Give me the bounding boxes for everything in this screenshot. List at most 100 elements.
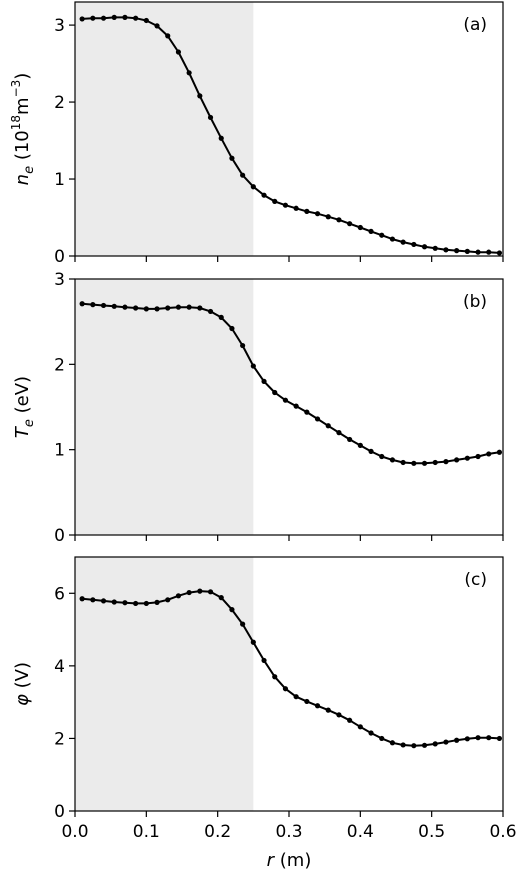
data-point [143, 17, 149, 24]
data-point [122, 14, 128, 20]
series-line [82, 16, 500, 254]
panel-tag: (c) [464, 570, 487, 590]
data-point [347, 221, 353, 227]
data-point [207, 114, 214, 121]
data-point [496, 449, 503, 455]
data-point [304, 698, 310, 705]
data-point [218, 135, 224, 141]
y-label-symbol: φ [12, 694, 33, 706]
data-point [432, 459, 438, 466]
data-point [79, 301, 85, 307]
y-label-unit: (10 [12, 130, 33, 166]
data-point [100, 598, 107, 604]
y-tick-label: 0 [54, 802, 65, 822]
shaded-region [75, 2, 254, 256]
data-point [464, 736, 470, 742]
data-point [165, 305, 171, 311]
y-tick-label: 1 [54, 170, 65, 190]
y-label-subscript: e [22, 166, 37, 174]
data-point [79, 16, 85, 22]
y-tick-label: 0 [54, 526, 65, 546]
x-tick-label: 0.3 [275, 822, 302, 842]
data-point [133, 600, 139, 607]
data-point [272, 674, 278, 680]
y-tick-label: 2 [54, 93, 65, 113]
y-label-unit: (eV) [12, 376, 33, 419]
data-point [389, 740, 396, 746]
y-axis-label: ne (1018m−3) [9, 73, 37, 186]
data-point [486, 735, 492, 741]
data-point [90, 15, 96, 21]
series-line [82, 302, 500, 465]
y-tick-label: 4 [54, 657, 65, 677]
data-point [475, 453, 481, 460]
data-point [496, 250, 503, 256]
data-point [379, 453, 385, 460]
data-point [154, 23, 160, 29]
data-point [250, 639, 256, 645]
data-point [261, 192, 267, 198]
data-point [282, 202, 289, 208]
y-tick-label: 6 [54, 584, 65, 604]
data-point [357, 724, 363, 730]
data-point [411, 241, 417, 248]
data-point [432, 741, 438, 747]
data-point [293, 694, 299, 700]
data-point [272, 389, 278, 396]
data-point [475, 735, 481, 741]
x-tick-label: 0.6 [489, 822, 516, 842]
data-point [218, 314, 224, 320]
data-point [325, 214, 331, 220]
data-point [175, 593, 182, 599]
data-point [90, 302, 96, 308]
data-point [272, 198, 278, 204]
y-tick-label: 2 [54, 355, 65, 375]
data-point [400, 239, 406, 245]
data-point [240, 172, 246, 178]
x-axis-label: r (m) [267, 850, 312, 871]
data-point [325, 423, 331, 429]
data-point [100, 302, 107, 309]
data-point [186, 70, 192, 76]
y-label-exponent: −3 [9, 80, 23, 98]
data-point [421, 460, 428, 466]
data-point [314, 416, 321, 422]
data-point [464, 248, 470, 254]
data-point [454, 248, 460, 254]
y-tick-label: 3 [54, 16, 65, 36]
data-point [111, 14, 117, 20]
data-point [379, 232, 385, 238]
data-point [175, 304, 182, 310]
data-point [304, 208, 310, 214]
panel-c: 0 2 4 6 0.0 0.1 0.2 0.3 0.4 0.5 0.6 (c) φ (V) r (m) [12, 556, 517, 871]
y-label-unit: (V) [12, 662, 33, 694]
data-point [347, 717, 353, 723]
y-axis-label: Te (eV) [12, 376, 37, 438]
data-point [261, 378, 267, 384]
data-point [314, 211, 321, 217]
y-label-unit: ) [12, 73, 33, 80]
data-point [165, 33, 171, 39]
data-point [314, 703, 321, 709]
data-point [325, 707, 331, 713]
x-tick-label: 0.5 [418, 822, 445, 842]
y-tick-label: 3 [54, 270, 65, 290]
data-point [133, 15, 139, 21]
data-point [357, 224, 363, 231]
data-point [207, 308, 214, 315]
data-point [197, 93, 203, 99]
data-point [454, 737, 460, 743]
data-point [411, 460, 417, 466]
data-point [165, 597, 171, 603]
data-point [282, 686, 289, 692]
y-label-subscript: e [22, 419, 37, 427]
data-point [154, 306, 160, 312]
data-point [90, 597, 96, 603]
panel-a: 0 1 2 3 (a) ne (1018m−3) [9, 1, 504, 267]
data-point [368, 448, 374, 454]
data-point [443, 739, 449, 745]
data-point [389, 236, 396, 242]
data-point [240, 621, 246, 627]
data-point [486, 249, 492, 255]
